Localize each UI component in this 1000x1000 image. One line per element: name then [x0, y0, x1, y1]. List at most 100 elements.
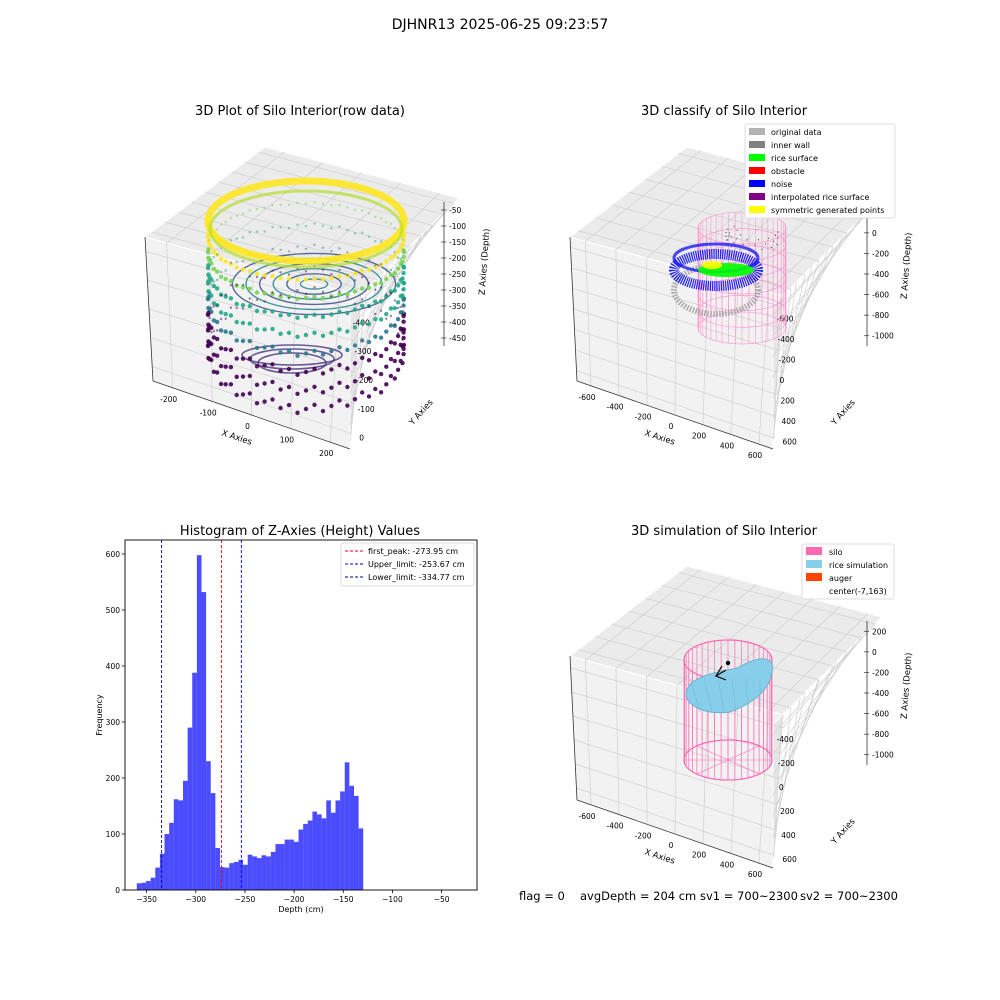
- raw-point: [234, 356, 239, 361]
- raw-point: [241, 307, 245, 310]
- raw-point: [208, 290, 211, 294]
- raw-point: [212, 280, 216, 283]
- classify-y-axis-label: Y Axies: [829, 397, 858, 428]
- raw-point: [392, 341, 397, 346]
- raw-point: [378, 371, 384, 377]
- raw-point: [366, 285, 372, 290]
- classify-y-tick-label: 0: [780, 376, 785, 385]
- raw-point: [229, 261, 233, 264]
- histogram-bar: [173, 799, 179, 890]
- histogram-legend-label: Lower_limit: -334.77 cm: [368, 573, 465, 582]
- classify-legend-label: rice surface: [771, 154, 818, 163]
- raw-point: [330, 227, 333, 230]
- classify-x-tick-label: 0: [669, 422, 674, 431]
- raw-grid-x: [166, 151, 285, 388]
- raw-point: [401, 319, 406, 324]
- raw-point: [262, 309, 267, 314]
- classify-grid-x: [758, 194, 869, 445]
- raw-point: [254, 308, 260, 314]
- raw-point: [401, 248, 406, 253]
- raw-point: [255, 275, 259, 279]
- raw-point: [228, 382, 234, 387]
- raw-point: [374, 215, 377, 219]
- raw-point: [270, 274, 275, 279]
- raw-z-tick-label: -50: [449, 206, 461, 215]
- raw-point: [228, 330, 234, 335]
- classify-legend-label: symmetric generated points: [771, 206, 884, 215]
- raw-point: [379, 217, 383, 220]
- classify-sparse-point: [746, 239, 748, 241]
- classify-sparse-point: [739, 248, 741, 250]
- raw-point: [345, 403, 350, 408]
- raw-point: [206, 322, 211, 327]
- raw-point: [388, 255, 394, 261]
- classify-legend-box: [744, 123, 896, 219]
- simulation-y-tick-label: 200: [780, 807, 795, 816]
- raw-point: [262, 273, 267, 278]
- histogram-chart: −350 −300 −250 −200 −150 −100 −50 0 100 200 300 400…: [95, 539, 478, 914]
- classify-grid-z: [595, 217, 806, 419]
- raw-point: [395, 266, 401, 271]
- raw-point: [392, 288, 397, 293]
- classify-grid-z: [628, 191, 834, 378]
- raw-point: [218, 363, 224, 369]
- histogram-bar: [326, 800, 331, 890]
- raw-point: [312, 276, 317, 281]
- classify-z-axis-label: Z Axies (Depth): [900, 232, 915, 299]
- raw-point: [338, 203, 341, 207]
- histogram-bar: [275, 844, 281, 890]
- raw-point: [360, 355, 365, 360]
- raw-point: [223, 311, 228, 317]
- raw-point: [224, 269, 227, 272]
- simulation-grid-y: [576, 715, 783, 856]
- raw-point: [254, 271, 260, 277]
- raw-point: [223, 329, 228, 334]
- raw-point: [373, 316, 378, 322]
- histogram-bar: [266, 856, 271, 890]
- raw-point: [313, 286, 316, 289]
- classify-y-tick-label: 200: [781, 397, 796, 406]
- raw-point: [235, 237, 238, 240]
- raw-point: [208, 316, 211, 320]
- raw-point: [287, 296, 291, 300]
- raw-x-tick-label: 200: [319, 449, 334, 458]
- simulation-rice-mesh: [689, 677, 701, 713]
- histogram-bar: [136, 883, 142, 890]
- classify-sparse-point: [727, 228, 729, 230]
- classify-sparse-point: [767, 237, 770, 239]
- raw-point: [392, 253, 397, 258]
- raw-point: [210, 282, 213, 285]
- histogram-bar: [354, 795, 359, 890]
- raw-point: [398, 358, 403, 364]
- classify-legend-swatch: [749, 193, 765, 200]
- raw-point: [295, 410, 300, 415]
- simulation-rice-mesh: [703, 677, 713, 713]
- raw-point: [215, 286, 220, 291]
- raw-point: [254, 382, 260, 387]
- classify-noise-ring: [669, 249, 763, 291]
- raw-point: [229, 284, 233, 287]
- raw-point: [211, 369, 217, 374]
- histogram-bar: [201, 592, 207, 890]
- classify-sparse-point: [736, 237, 738, 240]
- raw-point: [366, 339, 372, 345]
- raw-grid-y: [150, 272, 384, 404]
- raw-point: [228, 313, 234, 318]
- simulation-z-tick-label: -400: [872, 689, 889, 698]
- raw-point: [398, 310, 403, 315]
- raw-point: [263, 206, 266, 210]
- classify-sparse-point: [777, 237, 779, 239]
- histogram-bar: [159, 853, 165, 890]
- raw-point: [345, 329, 350, 334]
- raw-point: [337, 291, 342, 297]
- raw-point: [215, 370, 220, 375]
- simulation-legend-swatch: [806, 547, 822, 555]
- histogram-bar: [284, 839, 290, 890]
- raw-point: [278, 331, 283, 336]
- raw-point: [330, 204, 333, 207]
- simulation-center-point: [725, 660, 731, 666]
- raw-point: [234, 301, 239, 307]
- raw-point: [235, 214, 238, 217]
- classify-sparse-point: [774, 234, 777, 237]
- raw-point: [352, 307, 358, 312]
